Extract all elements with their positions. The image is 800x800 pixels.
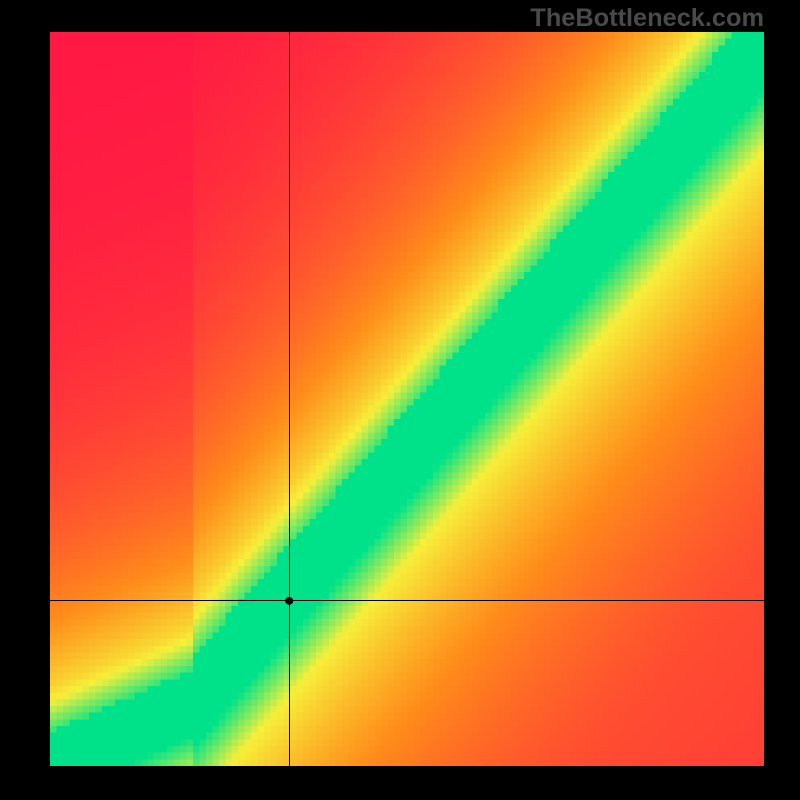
crosshair-marker [0,0,800,800]
chart-container: TheBottleneck.com [0,0,800,800]
watermark-text: TheBottleneck.com [530,4,764,33]
marker-dot [285,597,293,605]
